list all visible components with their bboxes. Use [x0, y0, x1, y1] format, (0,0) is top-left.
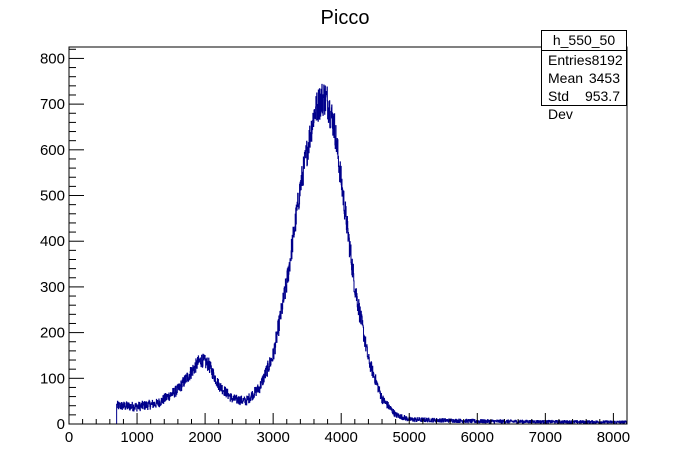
stats-label: Mean	[548, 70, 584, 86]
y-tick-label: 300	[40, 279, 65, 296]
x-tick-label: 5000	[393, 429, 426, 446]
y-tick-label: 800	[40, 50, 65, 67]
chart-title: Picco	[321, 7, 370, 29]
plot-area	[116, 83, 628, 424]
stats-label: Std Dev	[548, 88, 573, 122]
y-tick-label: 200	[40, 325, 65, 342]
y-tick-label: 100	[40, 370, 65, 387]
stats-value: 8192	[591, 52, 623, 68]
stats-value: 3453	[588, 70, 620, 86]
x-tick-label: 6000	[461, 429, 494, 446]
stats-label: Entries	[548, 52, 592, 68]
y-tick-label: 500	[40, 188, 65, 205]
plot-frame	[68, 46, 628, 425]
x-tick-label: 0	[65, 429, 73, 446]
x-tick-label: 2000	[188, 429, 221, 446]
stats-row-stddev: Std Dev 953.7	[542, 87, 626, 122]
x-tick-label: 3000	[256, 429, 289, 446]
stats-row-mean: Mean 3453	[542, 69, 626, 87]
stats-box: h_550_50 Entries 8192 Mean 3453 Std Dev …	[541, 30, 627, 122]
stats-value: 953.7	[584, 88, 620, 104]
x-tick-label: 7000	[529, 429, 562, 446]
x-tick-label: 4000	[325, 429, 358, 446]
x-tick-label: 8000	[597, 429, 630, 446]
y-tick-label: 600	[40, 142, 65, 159]
axes: 0 1000 2000 3000 4000 5000 6000 7000 8000 0 100 200…	[40, 48, 630, 446]
y-tick-label: 0	[57, 416, 65, 433]
x-tick-label: 1000	[120, 429, 153, 446]
stats-title: h_550_50	[542, 31, 626, 51]
histogram-series	[116, 83, 628, 424]
y-tick-label: 400	[40, 233, 65, 250]
y-tick-label: 700	[40, 96, 65, 113]
stats-row-entries: Entries 8192	[542, 51, 626, 69]
